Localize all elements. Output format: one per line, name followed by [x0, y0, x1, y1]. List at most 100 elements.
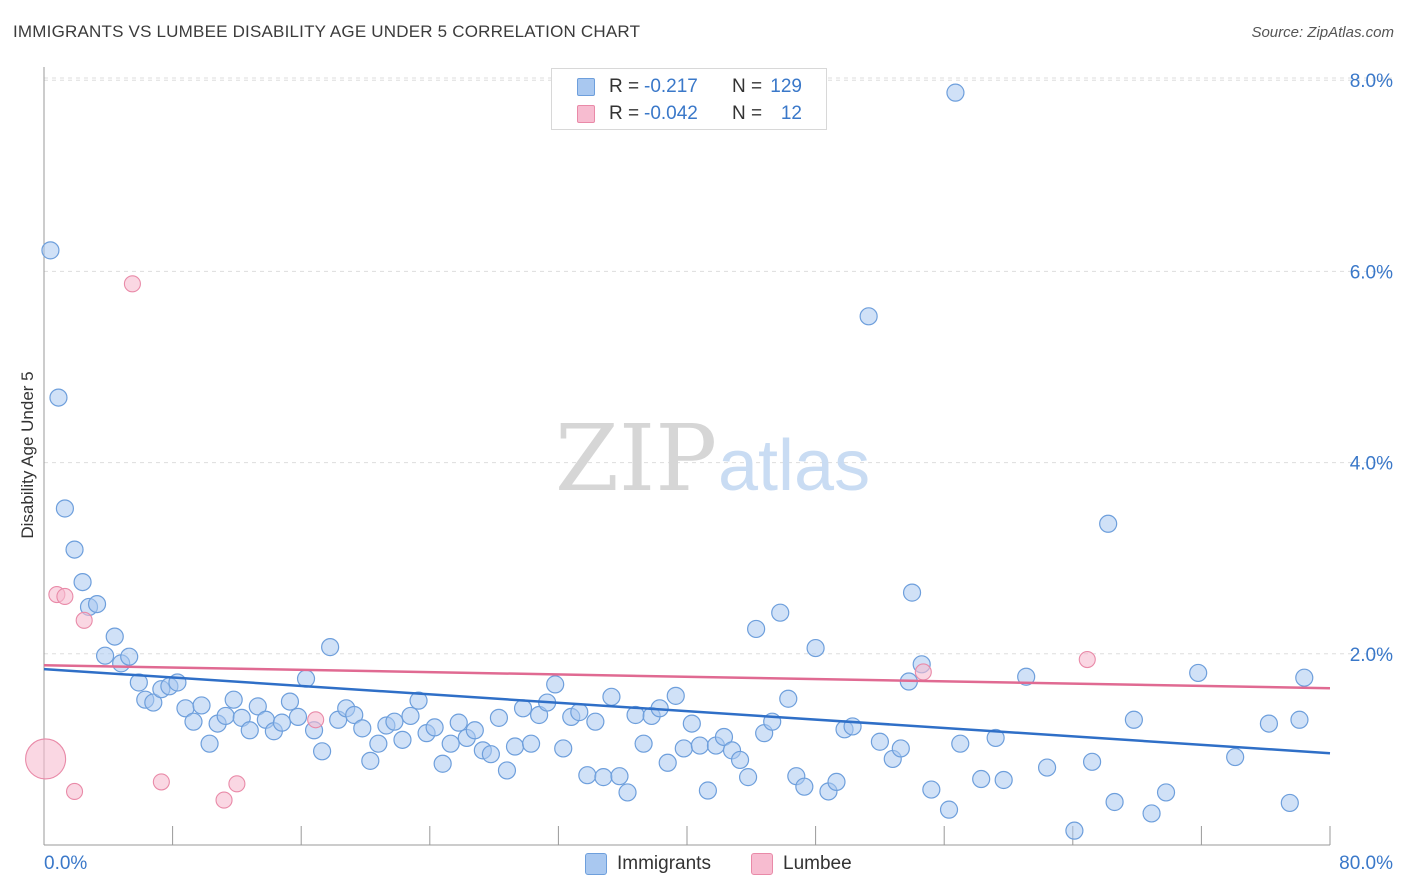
source-label: Source: ZipAtlas.com: [1251, 24, 1394, 41]
lumbee-point: [914, 663, 932, 681]
r-label: R =: [609, 103, 640, 124]
r-label: R =: [609, 76, 640, 97]
immigrants-point: [272, 713, 292, 732]
immigrants-point: [1099, 514, 1118, 533]
immigrants-point: [505, 737, 525, 756]
immigrants-point: [570, 703, 589, 722]
lumbee-legend-label: Lumbee: [783, 853, 852, 874]
immigrants-point: [393, 730, 412, 749]
chart-title: IMMIGRANTS VS LUMBEE DISABILITY AGE UNDE…: [13, 22, 641, 41]
immigrants-swatch: [577, 78, 595, 96]
immigrants-point: [690, 736, 709, 755]
immigrants-trendline: [43, 667, 1331, 755]
immigrants-point: [369, 734, 388, 753]
immigrants-point: [951, 734, 970, 753]
immigrants-point: [1156, 783, 1176, 802]
immigrants-point: [578, 766, 597, 785]
immigrants-point: [1082, 752, 1102, 771]
lumbee-legend-swatch: [751, 853, 773, 875]
immigrants-point: [288, 707, 308, 726]
immigrants-point: [730, 750, 750, 770]
immigrants-point: [779, 689, 798, 708]
immigrants-point: [144, 693, 163, 712]
immigrants-point: [73, 572, 92, 592]
immigrants-point: [441, 734, 460, 753]
immigrants-point: [738, 768, 758, 787]
immigrants-point: [1290, 710, 1309, 729]
immigrants-point: [248, 697, 267, 716]
immigrants-point: [674, 739, 693, 758]
immigrants-point: [986, 728, 1005, 748]
immigrants-point: [521, 734, 541, 753]
n-value: 12: [780, 103, 802, 124]
y-tick-label: 4.0%: [1350, 454, 1393, 475]
immigrants-point: [312, 742, 332, 761]
r-value: -0.217: [644, 76, 698, 97]
immigrants-point: [682, 714, 701, 733]
immigrants-legend-label: Immigrants: [617, 853, 711, 874]
lumbee-point: [123, 275, 141, 293]
immigrants-point: [747, 619, 766, 639]
immigrants-point: [902, 583, 922, 602]
correlation-legend: R = -0.217 N = 129 R = -0.042 N = 12: [551, 68, 827, 130]
immigrants-point: [401, 706, 420, 726]
immigrants-point: [634, 734, 653, 753]
immigrants-point: [546, 675, 565, 694]
immigrants-point: [922, 780, 941, 799]
immigrants-point: [610, 767, 629, 786]
legend-row-lumbee: R = -0.042 N = 12: [552, 101, 826, 127]
lumbee-point: [1078, 650, 1096, 669]
grid-layer: [44, 77, 1392, 655]
immigrants-point: [55, 499, 74, 518]
immigrants-point: [433, 754, 452, 773]
immigrants-point: [859, 307, 878, 326]
immigrants-point: [1189, 663, 1208, 683]
immigrants-point: [497, 761, 517, 780]
y-tick-label: 2.0%: [1350, 645, 1393, 666]
immigrants-point: [192, 696, 211, 715]
immigrants-point: [586, 712, 605, 731]
immigrants-point: [449, 713, 468, 732]
axes-layer: [43, 67, 1331, 846]
immigrants-point: [666, 686, 685, 705]
immigrants-point: [489, 708, 509, 727]
immigrants-point: [972, 769, 991, 789]
immigrants-point: [1226, 747, 1245, 767]
r-value: -0.042: [644, 103, 698, 124]
immigrants-point: [891, 739, 910, 758]
immigrants-point: [771, 603, 790, 622]
immigrants-point: [946, 83, 965, 102]
immigrants-point: [409, 691, 428, 710]
n-label: N =: [732, 76, 763, 97]
immigrants-point: [120, 647, 139, 666]
immigrants-point: [1280, 793, 1299, 813]
immigrants-point: [425, 718, 444, 737]
immigrants-point: [345, 705, 364, 725]
immigrants-point: [224, 690, 243, 709]
immigrants-point: [353, 719, 372, 738]
watermark: ZIP atlas: [555, 405, 870, 512]
immigrants-point: [240, 721, 259, 740]
immigrants-point: [554, 739, 573, 758]
immigrants-point: [385, 712, 404, 731]
immigrants-point: [321, 638, 340, 657]
immigrants-point: [129, 673, 148, 692]
immigrants-point: [1259, 714, 1279, 733]
immigrants-point: [49, 388, 68, 407]
x-tick-label-max: 80.0%: [1339, 853, 1393, 874]
immigrants-point: [1017, 667, 1036, 686]
immigrants-point: [870, 732, 890, 751]
lumbee-point: [152, 773, 170, 791]
immigrants-point: [806, 638, 825, 658]
immigrants-point: [95, 646, 115, 665]
immigrants-legend-swatch: [585, 853, 607, 875]
immigrants-point: [994, 770, 1013, 790]
immigrants-point: [87, 594, 107, 614]
watermark-zip: ZIP: [555, 405, 717, 512]
immigrants-point: [698, 781, 717, 800]
immigrants-point: [184, 712, 203, 731]
immigrants-point: [827, 772, 846, 792]
watermark-atlas: atlas: [718, 426, 870, 506]
immigrants-point: [216, 706, 235, 726]
